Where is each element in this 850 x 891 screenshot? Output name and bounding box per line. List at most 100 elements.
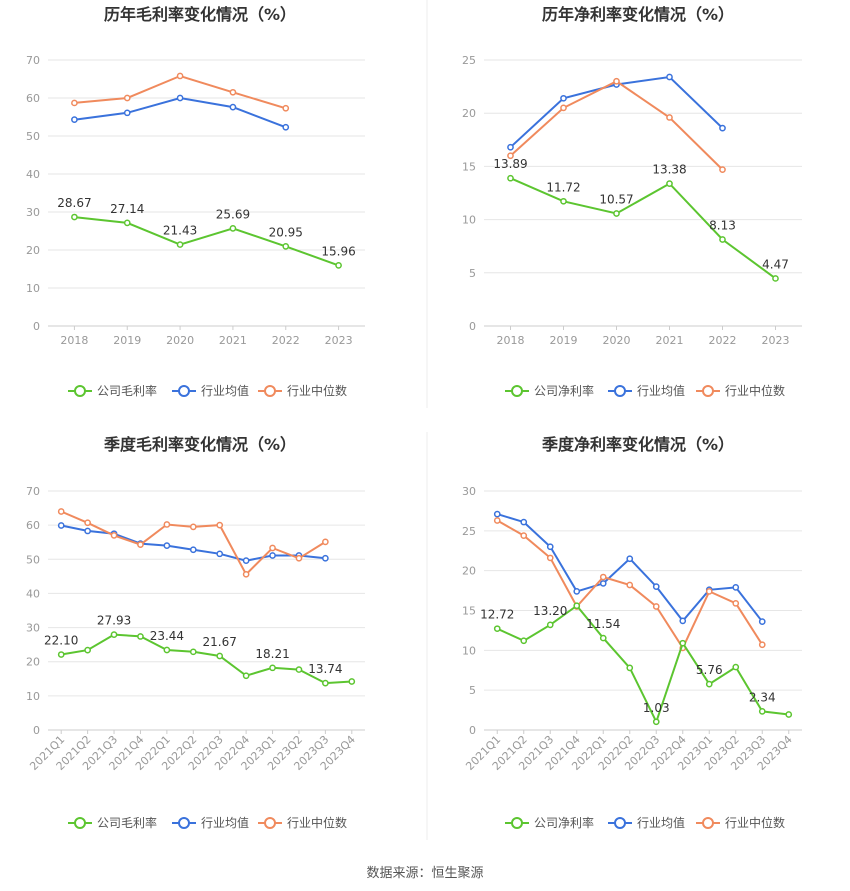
- data-label: 11.72: [546, 180, 580, 194]
- data-point-industry_median: [666, 114, 673, 121]
- legend-label: 行业中位数: [725, 383, 785, 398]
- data-label: 21.67: [203, 635, 237, 649]
- data-point-industry_median: [652, 603, 660, 610]
- data-point-industry_avg: [679, 617, 687, 625]
- data-label: 12.72: [480, 608, 514, 622]
- x-tick-label: 2021: [219, 334, 247, 347]
- data-point-industry_median: [84, 519, 91, 527]
- legend-marker-dot: [264, 817, 276, 829]
- legend-marker-dot: [702, 817, 714, 829]
- chart-title: 历年净利率变化情况（%）: [542, 5, 734, 24]
- data-point-industry_avg: [758, 618, 766, 626]
- data-point-industry_median: [613, 77, 620, 85]
- legend-marker-dot: [264, 385, 276, 397]
- y-tick-label: 70: [26, 54, 40, 67]
- y-tick-label: 60: [26, 92, 40, 105]
- y-tick-label: 10: [26, 282, 40, 295]
- data-point-industry_median: [719, 166, 726, 173]
- data-point-company: [229, 225, 237, 232]
- data-point-company: [282, 243, 290, 250]
- data-point-company: [71, 213, 78, 221]
- x-tick-label: 2019: [113, 334, 141, 347]
- series-line-company: [74, 216, 339, 267]
- chart-1: 历年毛利率变化情况（%） 0 10 20 30 40 50 60 70 2018 2019 2020 2…: [26, 5, 365, 398]
- data-label: 4.47: [762, 257, 789, 271]
- x-tick-label: 2022: [272, 334, 300, 347]
- series-line-industry_median: [509, 80, 724, 171]
- data-point-industry_median: [269, 544, 276, 552]
- x-tick-label: 2019: [550, 334, 578, 347]
- data-label: 27.14: [110, 202, 144, 216]
- data-label: 20.95: [269, 225, 303, 239]
- legend-label: 公司净利率: [534, 383, 594, 398]
- y-tick-label: 20: [26, 244, 40, 257]
- x-tick-label: 2023: [762, 334, 790, 347]
- data-label: 11.54: [586, 617, 620, 631]
- y-tick-label: 40: [26, 168, 40, 181]
- data-point-industry_avg: [599, 580, 607, 587]
- legend-marker-dot: [74, 817, 86, 829]
- legend-marker-dot: [614, 385, 626, 397]
- data-point-industry_avg: [626, 555, 634, 563]
- data-point-company: [493, 625, 501, 633]
- data-point-industry_median: [71, 99, 78, 107]
- data-point-industry_median: [520, 532, 528, 539]
- legend-label: 行业均值: [201, 815, 249, 830]
- x-tick-label: 2018: [497, 334, 525, 347]
- data-label: 21.43: [163, 224, 197, 238]
- data-point-industry_avg: [216, 550, 224, 558]
- legend-label: 公司毛利率: [97, 383, 157, 398]
- series-line-company: [510, 177, 777, 280]
- data-point-industry_avg: [560, 94, 567, 102]
- data-point-company: [295, 666, 303, 673]
- y-tick-label: 50: [26, 130, 40, 143]
- data-label: 27.93: [97, 614, 131, 628]
- legend-marker-dot: [511, 385, 523, 397]
- data-point-company: [110, 631, 118, 638]
- y-tick-label: 0: [33, 724, 40, 737]
- legend-label: 公司毛利率: [97, 815, 157, 830]
- y-tick-label: 5: [469, 267, 476, 280]
- data-point-company: [732, 663, 740, 671]
- legend-label: 公司净利率: [534, 815, 594, 830]
- data-point-industry_avg: [84, 527, 91, 535]
- legend-label: 行业均值: [637, 815, 685, 830]
- data-point-industry_median: [560, 104, 567, 112]
- data-point-industry_median: [242, 570, 250, 578]
- legend-label: 行业中位数: [287, 815, 347, 830]
- data-point-company: [573, 602, 581, 610]
- y-tick-label: 0: [469, 320, 476, 333]
- legend-label: 行业中位数: [287, 383, 347, 398]
- data-label: 25.69: [216, 207, 250, 221]
- data-point-company: [599, 634, 607, 642]
- data-point-industry_avg: [282, 123, 290, 131]
- data-point-industry_avg: [546, 543, 554, 551]
- data-point-industry_median: [229, 88, 237, 96]
- data-label: 28.67: [57, 196, 91, 210]
- legend-marker-dot: [511, 817, 523, 829]
- data-label: 2.34: [749, 690, 776, 704]
- y-tick-label: 30: [462, 485, 476, 498]
- series-line-industry_avg: [74, 96, 287, 129]
- data-point-company: [123, 219, 131, 227]
- y-tick-label: 0: [469, 724, 476, 737]
- series-line-industry_avg: [60, 524, 326, 562]
- data-point-company: [679, 639, 687, 647]
- y-tick-label: 70: [26, 485, 40, 498]
- data-point-industry_avg: [269, 552, 276, 559]
- data-point-company: [626, 664, 634, 672]
- series-line-industry_median: [60, 510, 326, 576]
- data-point-company: [546, 621, 554, 629]
- data-point-industry_avg: [507, 143, 514, 151]
- data-point-company: [189, 648, 197, 656]
- data-label: 15.96: [321, 244, 355, 258]
- y-tick-label: 60: [26, 519, 40, 532]
- data-label: 13.38: [652, 163, 686, 177]
- legend-marker-dot: [702, 385, 714, 397]
- data-point-industry_avg: [123, 109, 131, 117]
- y-tick-label: 10: [462, 214, 476, 227]
- y-tick-label: 20: [26, 656, 40, 669]
- chart-title: 历年毛利率变化情况（%）: [104, 5, 296, 24]
- data-source-note: 数据来源：恒生聚源: [366, 866, 484, 881]
